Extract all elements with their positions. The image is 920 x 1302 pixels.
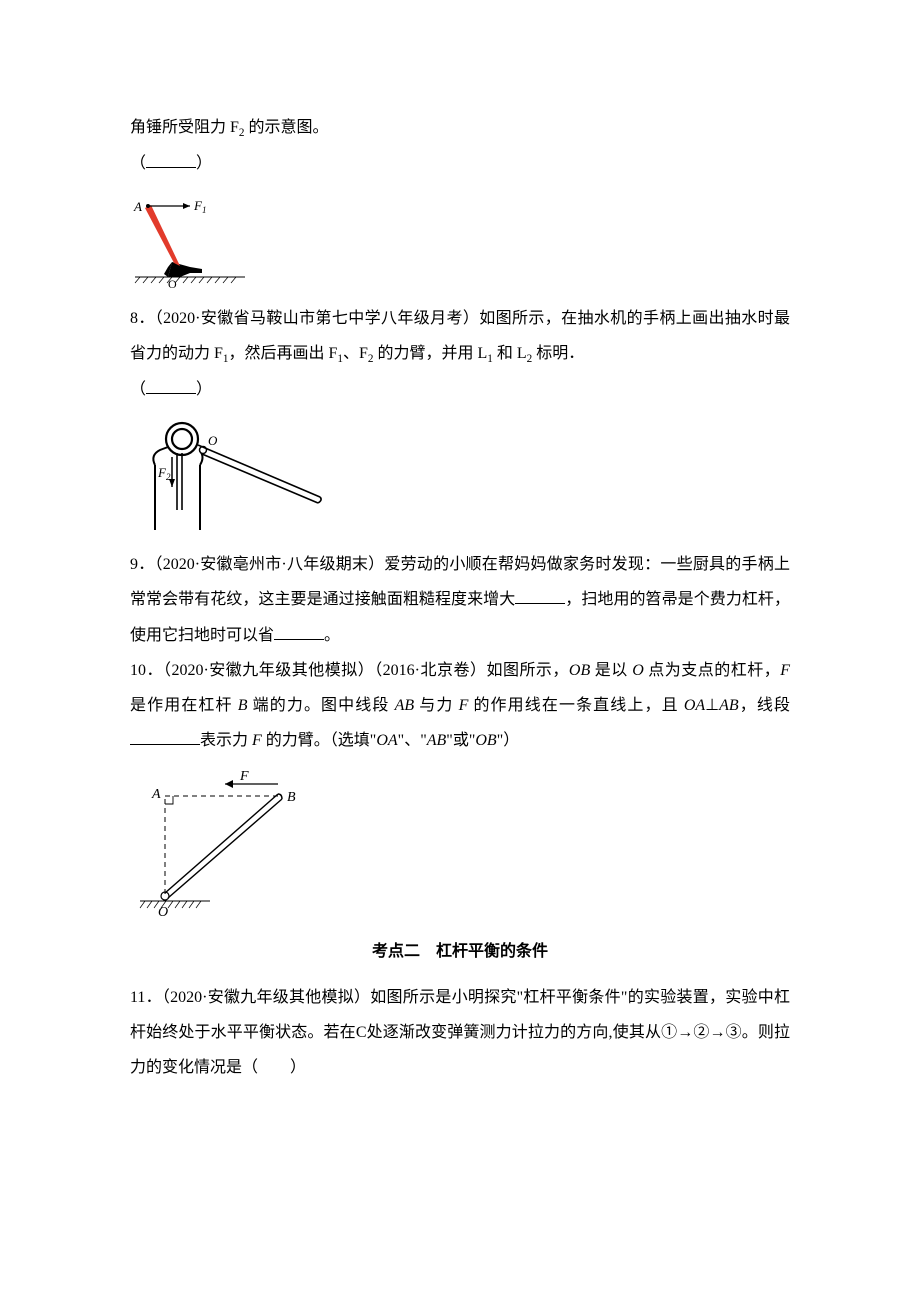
q8-blank: （）	[130, 372, 790, 407]
q10-blank[interactable]	[130, 729, 200, 745]
q10-svg: O B A F	[130, 766, 310, 916]
q11-text: 11．（2020·安徽九年级其他模拟）如图所示是小明探究"杠杆平衡条件"的实验装…	[130, 980, 790, 1086]
q10-F2: F	[459, 697, 469, 714]
q7-label-A: A	[133, 199, 142, 214]
q10-perp: ⊥	[705, 697, 719, 714]
q10-text-h: ，线段	[739, 697, 790, 714]
q8-text: 8．（2020·安徽省马鞍山市第七中学八年级月考）如图所示，在抽水机的手柄上画出…	[130, 301, 790, 372]
q7-fill-blank[interactable]	[146, 152, 196, 168]
q7-label-O: O	[168, 277, 177, 289]
q9-blank2[interactable]	[274, 624, 324, 640]
q7-line1: 角锤所受阻力 F2 的示意图。	[130, 110, 790, 146]
q7-paren-right: ）	[196, 146, 212, 181]
q8-paren-left: （	[130, 372, 146, 407]
svg-text:F1: F1	[193, 198, 206, 215]
q10-text-g: 的作用线在一条直线上，且	[468, 697, 683, 714]
q10-B: B	[238, 697, 248, 714]
q10-opt1: OA	[376, 732, 397, 749]
q10-OB: OB	[569, 662, 590, 679]
q10-text-a: 10．（2020·安徽九年级其他模拟）（2016·北京卷）如图所示，	[130, 662, 569, 679]
q10-text-i: 表示力	[200, 732, 252, 749]
q10-text-j: 的力臂。（选填"	[262, 732, 377, 749]
q10-text-e: 端的力。图中线段	[248, 697, 395, 714]
q9-text: 9．（2020·安徽亳州市·八年级期末）爱劳动的小顺在帮妈妈做家务时发现：一些厨…	[130, 547, 790, 653]
q8-text-d: 的力臂，并用 L	[374, 345, 488, 362]
q8-text-c: 、F	[343, 345, 368, 362]
q8-label-O: O	[208, 433, 218, 448]
q7-svg: A F1 O	[130, 189, 250, 289]
q7-paren-left: （	[130, 146, 146, 181]
section2-heading: 考点二 杠杆平衡的条件	[130, 934, 790, 969]
q10-F3: F	[252, 732, 262, 749]
q10-label-F: F	[239, 769, 249, 784]
q10-label-B: B	[287, 790, 296, 805]
q10-OA: OA	[684, 697, 705, 714]
q10-O: O	[632, 662, 644, 679]
q11-text-a: 11．（2020·安徽九年级其他模拟）如图所示是小明探究"杠杆平衡条件"的实验装…	[130, 989, 790, 1076]
q8-label-F2-sub: 2	[166, 472, 171, 482]
q10-text-d: 是作用在杠杆	[130, 697, 238, 714]
q10-F: F	[780, 662, 790, 679]
q10-AB2: AB	[719, 697, 739, 714]
q10-text: 10．（2020·安徽九年级其他模拟）（2016·北京卷）如图所示，OB 是以 …	[130, 653, 790, 759]
q10-label-O: O	[158, 905, 168, 916]
q9-text-c: 。	[324, 627, 340, 644]
q8-fill-blank[interactable]	[146, 378, 196, 394]
q10-figure: O B A F	[130, 766, 790, 916]
q8-text-f: 标明．	[532, 345, 584, 362]
q7-figure: A F1 O	[130, 189, 790, 289]
q7-blank: （）	[130, 146, 790, 181]
q8-paren-right: ）	[196, 372, 212, 407]
q10-qor: "或"	[446, 732, 475, 749]
q10-opt3: OB	[475, 732, 496, 749]
q7-text-a: 角锤所受阻力 F	[130, 119, 239, 136]
q8-text-e: 和 L	[493, 345, 527, 362]
q8-svg: F2 O	[130, 415, 330, 535]
q7-label-F1-sub: 1	[202, 205, 207, 215]
q8-text-b: ，然后再画出 F	[229, 345, 338, 362]
q10-qend: "）	[497, 732, 520, 749]
q9-blank1[interactable]	[515, 588, 565, 604]
q10-qmid: "、"	[398, 732, 427, 749]
q10-opt2: AB	[427, 732, 447, 749]
q10-label-A: A	[151, 787, 161, 802]
q10-AB: AB	[395, 697, 415, 714]
q8-figure: F2 O	[130, 415, 790, 535]
q7-text-b: 的示意图。	[245, 119, 329, 136]
q10-text-b: 是以	[590, 662, 632, 679]
q10-text-f: 与力	[414, 697, 458, 714]
q10-text-c: 点为支点的杠杆，	[644, 662, 780, 679]
svg-text:F2: F2	[157, 465, 171, 482]
